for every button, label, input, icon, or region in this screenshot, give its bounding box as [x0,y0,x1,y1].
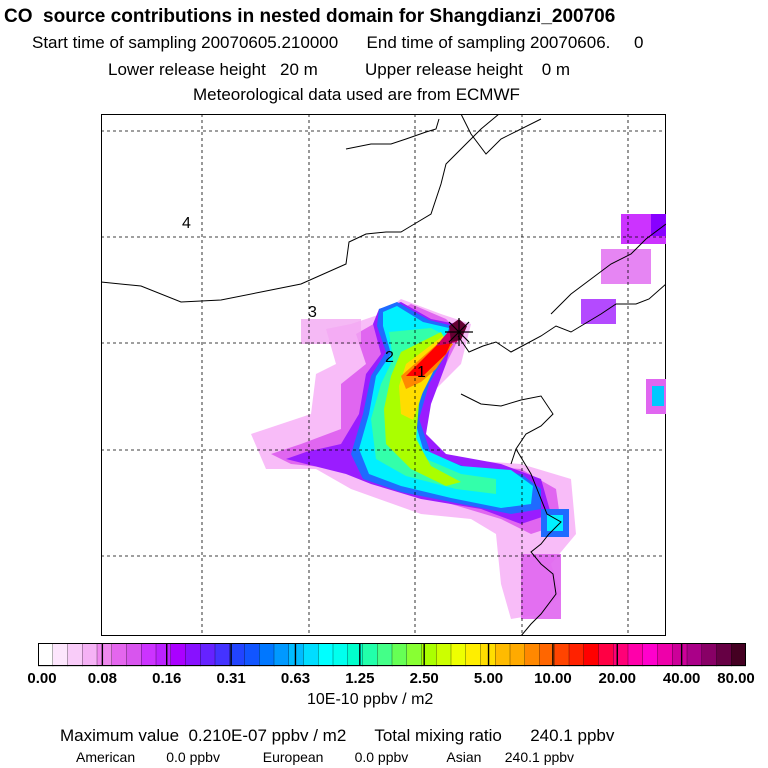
receptor-x-marker [445,318,473,346]
map-label-3: 3 [308,304,317,321]
colorbar-units: 10E-10 ppbv / m2 [307,691,434,708]
colorbar-cell [170,643,187,667]
colorbar-cell [495,643,511,667]
lat-lon-grid [101,114,666,636]
colorbar-cell [436,643,452,667]
patch-ne2 [601,249,651,284]
colorbar-cell [465,643,482,667]
colorbar-cell [716,643,732,667]
map-panel: 4 3 2 1 [101,114,666,636]
colorbar-cell [52,643,69,667]
colorbar-cell [509,643,526,667]
plume-yellowgreen [384,332,461,486]
patch-southeast-cyan [547,515,563,531]
colorbar-cell [686,643,703,667]
colorbar-tick-label: 0.31 [216,670,246,687]
colorbar-tick-label: 40.00 [662,670,701,687]
colorbar-cell [406,643,423,667]
colorbar-cell [568,643,585,667]
colorbar-cell [214,643,231,667]
colorbar-cell [613,643,629,667]
patch-ne3 [581,299,616,324]
colorbar-cell [288,643,305,667]
korean-peninsula [550,223,666,315]
shandong-coast [460,393,554,465]
coastlines [101,114,666,636]
colorbar-tick-label: 0.16 [152,670,182,687]
colorbar-cell [259,643,275,667]
regional-contributions-line: American 0.0 ppbv European 0.0 ppbv Asia… [76,749,575,765]
colorbar-tick-label: 80.00 [717,670,755,687]
colorbar-cell [82,643,98,667]
colorbar-cell [362,643,378,667]
max-value-line: Maximum value 0.210E-07 ppbv / m2 Total … [60,726,615,745]
colorbar-cell [731,643,746,667]
plot-title: CO source contributions in nested domain… [4,6,616,27]
met-data-line: Meteorological data used are from ECMWF [193,85,520,104]
colorbar-cell [554,643,570,667]
colorbar-cell [273,643,290,667]
colorbar-tick-label: 0.08 [87,670,117,687]
patch-east-cyan [652,386,664,406]
colorbar-tick-label: 5.00 [473,670,504,687]
patch-west-label3 [301,319,361,344]
colorbar-cell [672,643,688,667]
colorbar-cell [377,643,393,667]
colorbar-cell [244,643,260,667]
colorbar-cell [67,643,83,667]
northern-border [101,114,500,303]
colorbar-cell [657,643,673,667]
colorbar-cell [185,643,201,667]
bohai-coast [457,283,666,353]
colorbar-tick-label: 20.00 [598,670,637,687]
colorbar-tick-label: 1.25 [345,670,375,687]
colorbar-tick-label: 0.63 [280,670,311,687]
colorbar-cell [155,643,172,667]
colorbar-cell [598,643,614,667]
colorbar-cell [583,643,600,667]
colorbar-cell [229,643,246,667]
border-east [345,118,440,150]
colorbar-cell [38,643,54,667]
patch-south [521,554,561,619]
colorbar [38,643,746,667]
colorbar-major-ticks [101,643,683,666]
colorbar-cell [318,643,334,667]
colorbar-cell [524,643,541,667]
colorbar-cell [332,643,349,667]
colorbar-cell [126,643,142,667]
colorbar-tick-label: 2.50 [409,670,439,687]
plume [251,214,666,619]
colorbar-tick-label: 10.00 [534,670,572,687]
colorbar-cell [391,643,408,667]
map-label-1: 1 [417,364,426,381]
colorbar-cell [450,643,467,667]
colorbar-cells [38,643,746,667]
colorbar-cell [701,643,718,667]
map-label-2: 2 [385,349,394,366]
colorbar-cell [347,643,364,667]
colorbar-tick-label: 0.00 [27,670,57,687]
release-height-line: Lower release height 20 m Upper release … [108,60,571,79]
colorbar-cell [303,643,319,667]
colorbar-cell [96,643,113,667]
jiangsu-coast [515,448,562,636]
map-label-4: 4 [182,215,191,232]
colorbar-cell [200,643,216,667]
colorbar-cell [627,643,644,667]
sampling-time-line: Start time of sampling 20070605.210000 E… [32,33,644,52]
patch-northeast-core [651,214,666,236]
colorbar-cell [642,643,659,667]
colorbar-cell [141,643,157,667]
colorbar-cell [111,643,128,667]
